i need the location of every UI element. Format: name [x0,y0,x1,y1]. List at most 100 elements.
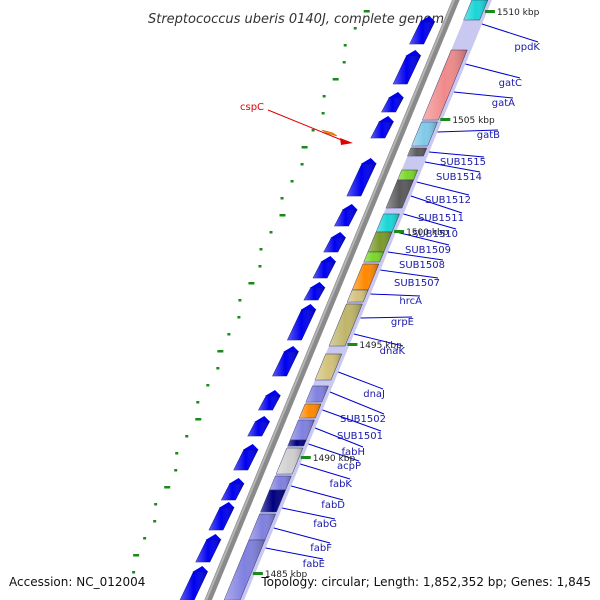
label-leader-line [353,333,404,347]
kbp-tick [394,230,405,233]
gene-labels: ppdK gatC gatA gatB SUB1515 SUB1514 SUB1512 SUB… [265,23,540,570]
gc-tick [353,27,357,30]
gene-arrowhead [341,204,358,210]
label-leader-line [453,91,514,99]
kbp-tick [347,343,358,346]
gene-shading [209,508,234,530]
gc-tick [195,418,202,421]
label-leader-line [410,195,463,214]
label-leader-line [387,251,444,261]
kbp-markers: 1510 kbp 1505 kbp 1500 kbp 1495 kbp 1490 kbp… [252,8,540,580]
gene-shading [269,476,292,490]
gene-label-sub1508: SUB1508 [399,260,445,271]
gene-label-sub1515: SUB1515 [440,157,486,168]
label-leader-line [291,485,344,501]
gene-arrowhead [330,232,347,238]
label-leader-line [273,527,331,544]
genome-summary-text: Topology: circular; Length: 1,852,352 bp… [260,575,591,589]
label-leader-line [329,391,385,415]
gene-label-hrca: hrcA [399,296,422,307]
gene-shading [233,450,258,470]
gene-label-fabf: fabF [310,543,332,554]
gene-arrowhead [228,478,245,484]
gene-label-gatb: gatB [477,130,500,141]
label-leader-line [314,427,364,448]
label-leader-line [465,63,521,79]
gene-shading [276,448,303,474]
gene-label-sub1509: SUB1509 [405,245,451,256]
gene-shading [370,122,394,138]
label-leader-line [370,293,421,297]
gene-arrowhead [242,444,259,450]
label-leader-line [424,161,481,173]
gene-shading [347,290,369,302]
gene-arrowhead [300,304,317,310]
gc-tick [185,435,189,438]
gene-shading [385,180,414,208]
gene-label-sub1510: SUB1510 [412,229,458,240]
gene-shading [463,0,488,20]
gene-shading [221,484,244,500]
gene-shading [367,232,393,252]
gc-tick [216,367,220,370]
gene-arrowhead [360,158,377,164]
gene-arrowhead [378,116,395,122]
gene-label-gatc: gatC [499,78,522,89]
gc-tick [217,350,224,353]
gc-tick [154,503,158,506]
gene-label-dnaj: dnaJ [363,389,385,400]
gene-label-fabd: fabD [321,500,345,511]
gc-tick [363,10,370,13]
gene-shading [272,352,299,376]
gc-tick [300,163,304,166]
gc-tick [143,537,147,540]
gene-label-fabk: fabK [329,479,352,490]
gc-tick [153,520,157,523]
gene-shading [381,98,404,112]
gene-arrowhead [218,502,235,508]
gene-label-grpe: grpE [391,317,414,328]
gene-shading [346,164,376,196]
gene-label-acpp: acpP [337,461,361,472]
gc-tick [342,61,346,64]
gc-tick [238,299,242,302]
label-leader-line [300,463,351,480]
gene-shading [363,252,384,262]
gene-shading [393,56,421,84]
kbp-tick [252,572,263,575]
gene-arrowhead [265,390,282,396]
gc-tick [279,214,286,217]
gc-tick [301,146,308,149]
gc-tick [332,78,339,81]
label-leader-line [265,547,324,560]
label-leader-line [360,316,413,319]
label-leader-line [416,181,470,196]
gene-shading [195,540,221,562]
genome-backbone [204,0,460,600]
kbp-marker-label: 1490 kbp [313,454,356,464]
gene-shading [397,170,418,180]
label-leader-line [308,443,360,462]
gc-tick [206,384,210,387]
gc-tick [227,333,231,336]
label-leader-line [338,371,384,390]
gene-label-fabe: fabE [303,559,325,570]
gene-shading [247,422,270,436]
gene-label-fabg: fabG [313,519,337,530]
map-title: Streptococcus uberis 0140J, complete gen… [148,12,452,27]
gene-shading [352,264,379,290]
gene-shading [305,386,329,402]
reverse-strand-genes [179,16,436,600]
gc-tick [311,129,315,132]
gc-tick [269,231,273,234]
gc-tick [248,282,255,285]
gene-shading [323,238,346,252]
gene-shading [329,304,363,346]
gene-shading [422,50,468,120]
gene-shading [248,514,276,540]
gc-tick [258,265,262,268]
gene-label-fabh: fabH [341,447,365,458]
gc-tick [290,180,294,183]
gene-shading [180,572,208,600]
